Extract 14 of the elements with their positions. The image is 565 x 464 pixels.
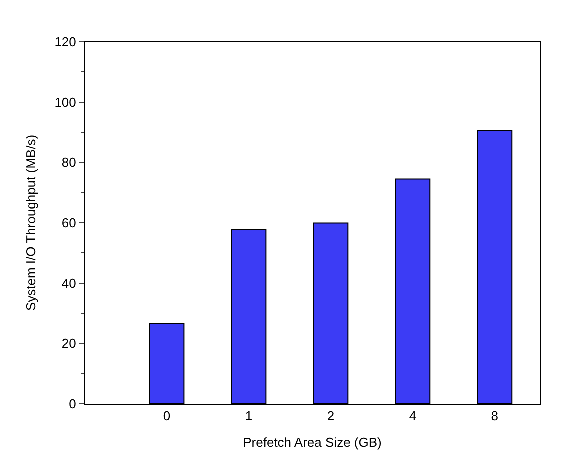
y-tick-label: 80: [62, 155, 76, 170]
x-tick-label: 1: [245, 408, 253, 424]
x-tick-label: 4: [409, 408, 417, 424]
y-axis-title: System I/O Throughput (MB/s): [24, 134, 39, 312]
y-tick-label: 40: [62, 276, 76, 291]
y-tick-label: 120: [54, 34, 76, 50]
x-tick-label: 8: [491, 408, 499, 424]
x-axis-title: Prefetch Area Size (GB): [243, 435, 382, 450]
y-tick-label: 0: [69, 396, 76, 412]
y-tick-label: 20: [62, 336, 76, 352]
y-tick-label: 60: [62, 216, 76, 231]
x-tick-label: 0: [163, 408, 171, 424]
y-tick-label: 100: [54, 94, 76, 110]
x-tick-label: 2: [327, 408, 335, 424]
